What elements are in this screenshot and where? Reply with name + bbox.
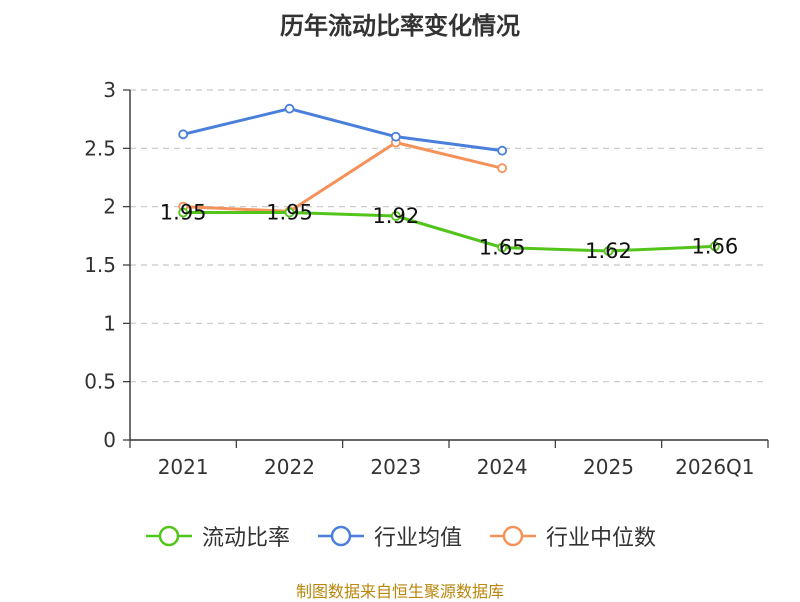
legend: 流动比率 行业均值 行业中位数 [0, 520, 800, 552]
data-label: 1.66 [691, 234, 738, 258]
data-point-2 [497, 163, 508, 174]
y-tick-label: 1 [103, 311, 116, 335]
y-tick-label: 2 [103, 195, 116, 219]
legend-item-0[interactable]: 流动比率 [144, 520, 290, 552]
chart-title: 历年流动比率变化情况 [280, 12, 520, 40]
series-line-0 [183, 211, 715, 253]
data-label: 1.95 [266, 201, 313, 225]
legend-marker-icon [145, 525, 192, 547]
y-tick-label: 1.5 [84, 253, 116, 277]
data-point-1 [497, 145, 508, 156]
legend-item-2[interactable]: 行业中位数 [488, 520, 656, 552]
data-label: 1.62 [585, 239, 632, 263]
legend-circle [330, 525, 352, 547]
data-point-1 [178, 129, 189, 140]
legend-label: 流动比率 [201, 526, 290, 551]
y-tick-label: 2.5 [84, 136, 116, 160]
legend-circle [502, 525, 524, 547]
x-tick-label: 2021 [158, 455, 209, 479]
data-point-0 [284, 207, 295, 218]
axes: 0 0.5 1 1.5 2 2.5 3 2021 2022 2023 2024 2025 2026Q1 [84, 78, 769, 479]
data-labels: 1.95 1.95 1.92 1.65 1.62 1.66 [160, 201, 738, 264]
y-tick-label: 3 [103, 78, 116, 102]
x-tick-label: 2025 [583, 455, 634, 479]
data-point-0 [390, 211, 401, 221]
series-group [178, 103, 720, 256]
y-tick-label: 0.5 [84, 370, 116, 394]
series-line-1 [182, 107, 503, 153]
data-label: 1.95 [160, 201, 207, 225]
x-tick-label: 2023 [370, 455, 421, 479]
legend-item-1[interactable]: 行业均值 [316, 520, 462, 552]
legend-label: 行业中位数 [546, 526, 657, 551]
data-point-1 [390, 131, 401, 142]
data-label: 1.65 [479, 236, 526, 260]
grid-lines [130, 89, 768, 383]
x-tick-label: 2022 [264, 455, 315, 479]
legend-marker-icon [317, 525, 364, 547]
x-tick-label: 2026Q1 [675, 455, 754, 479]
x-tick-label: 2024 [477, 455, 528, 479]
legend-label: 行业均值 [373, 526, 462, 551]
legend-marker-icon [490, 525, 536, 547]
data-point-1 [284, 103, 295, 114]
legend-circle [158, 525, 180, 547]
y-tick-label: 0 [103, 428, 116, 452]
data-point-0 [709, 241, 720, 252]
data-point-0 [497, 242, 508, 253]
series-line-2 [183, 141, 503, 213]
data-point-0 [178, 207, 189, 218]
source-note: 制图数据来自恒生聚源数据库 [295, 582, 504, 601]
data-point-0 [603, 246, 614, 256]
data-label: 1.92 [372, 204, 419, 228]
